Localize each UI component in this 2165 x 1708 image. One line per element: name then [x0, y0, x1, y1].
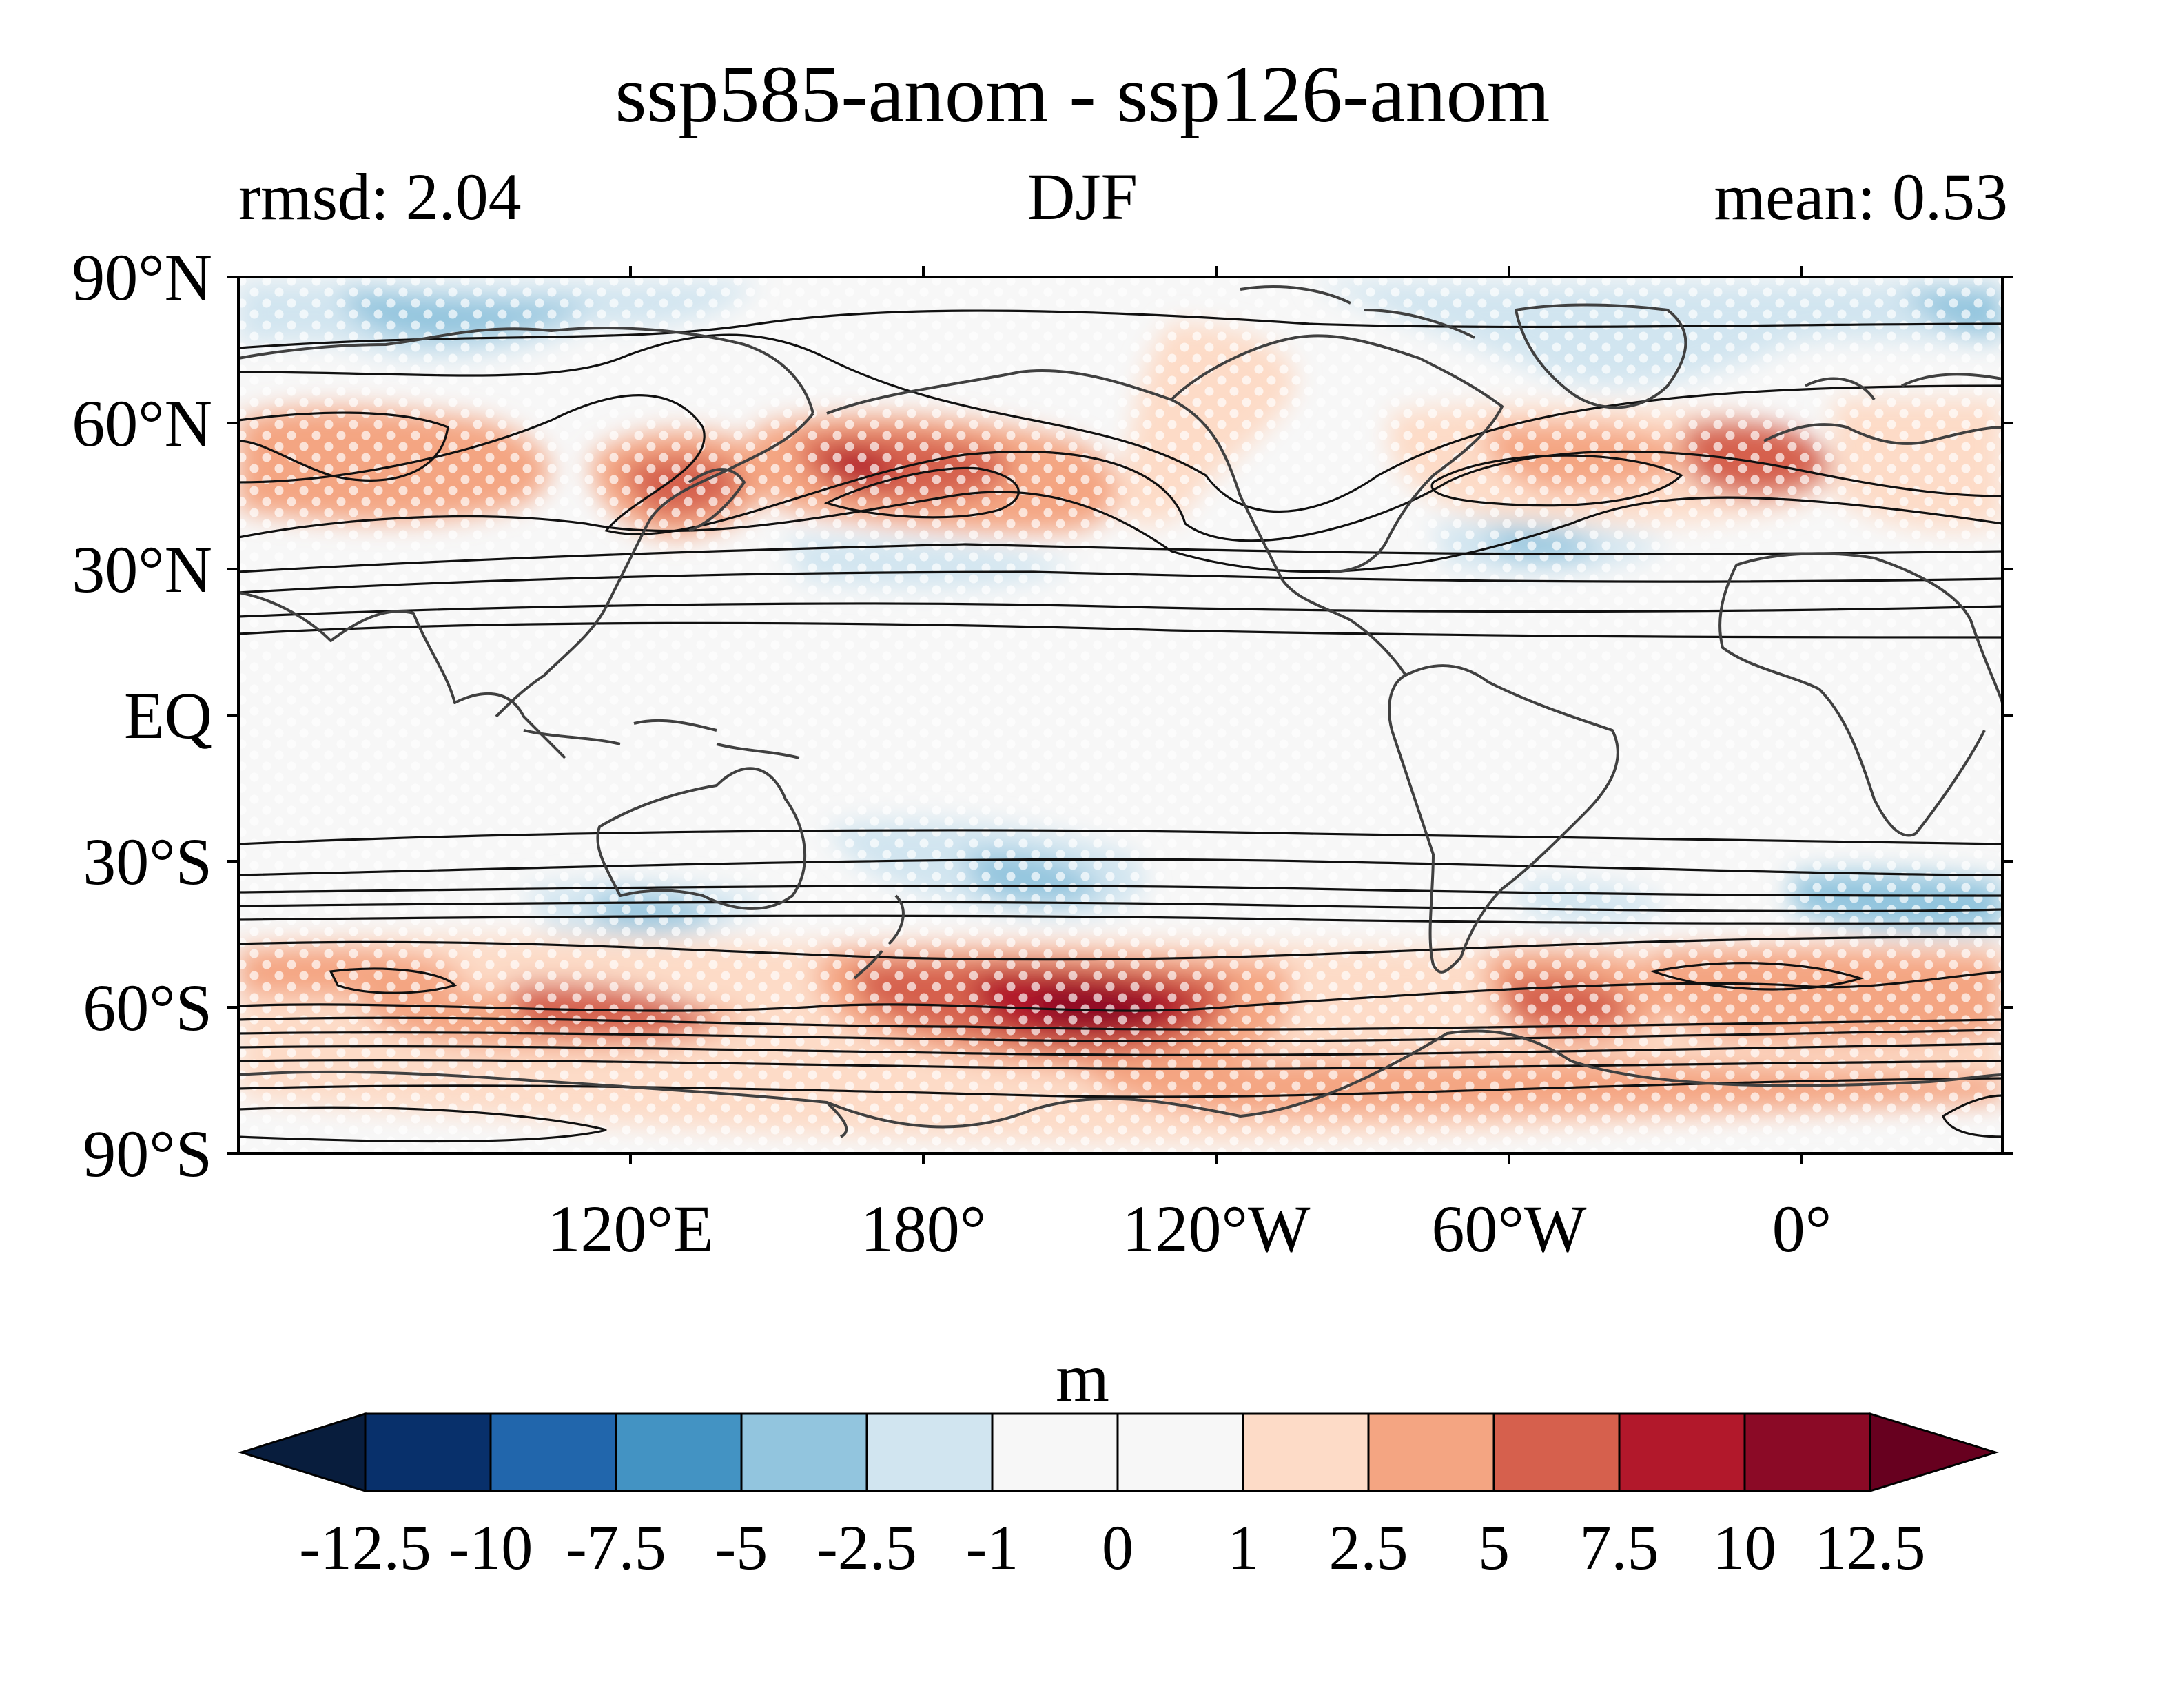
- chart-title: ssp585-anom - ssp126-anom: [615, 49, 1550, 139]
- colorbar-tick: 2.5: [1328, 1512, 1408, 1583]
- colorbar-tick: 7.5: [1579, 1512, 1659, 1583]
- colorbar-tick: 12.5: [1814, 1512, 1926, 1583]
- rmsd-label: rmsd: 2.04: [238, 160, 522, 234]
- lat-label-30n: 30°N: [72, 533, 212, 606]
- colorbar-units: m: [1056, 1339, 1109, 1416]
- lon-label-120w: 120°W: [1122, 1192, 1311, 1266]
- map-area: [238, 277, 2002, 1153]
- axis-ticks: [227, 266, 2013, 1164]
- colorbar-extend-high: [1869, 1412, 2000, 1493]
- climatology-contours: [238, 309, 2002, 1143]
- lat-label-eq: EQ: [124, 679, 212, 752]
- coastlines: [238, 285, 2002, 1138]
- lon-label-180: 180°: [860, 1192, 987, 1266]
- colorbar-tick: -7.5: [566, 1512, 666, 1583]
- lat-label-60s: 60°S: [83, 971, 212, 1045]
- lon-label-0: 0°: [1772, 1192, 1832, 1266]
- lon-label-120e: 120°E: [547, 1192, 714, 1266]
- colorbar-tick: 0: [1102, 1512, 1133, 1583]
- colorbar-tick: -2.5: [817, 1512, 917, 1583]
- colorbar-tick: -1: [965, 1512, 1019, 1583]
- colorbar-tick: -12.5: [299, 1512, 431, 1583]
- lat-label-90s: 90°S: [83, 1117, 212, 1191]
- lat-label-60n: 60°N: [72, 387, 212, 460]
- lat-label-90n: 90°N: [72, 240, 212, 314]
- colorbar-extend-low: [237, 1412, 367, 1493]
- season-label: DJF: [1027, 160, 1138, 234]
- colorbar-tick: 10: [1713, 1512, 1776, 1583]
- lon-label-60w: 60°W: [1431, 1192, 1587, 1266]
- colorbar-tick: -10: [448, 1512, 533, 1583]
- lat-label-30s: 30°S: [83, 825, 212, 898]
- colorbar-tick: -5: [715, 1512, 768, 1583]
- colorbar-tick: 5: [1478, 1512, 1510, 1583]
- mean-label: mean: 0.53: [1714, 160, 2008, 234]
- colorbar: [237, 1412, 2000, 1493]
- colorbar-tick: 1: [1227, 1512, 1259, 1583]
- significance-stippling: [238, 277, 2002, 1153]
